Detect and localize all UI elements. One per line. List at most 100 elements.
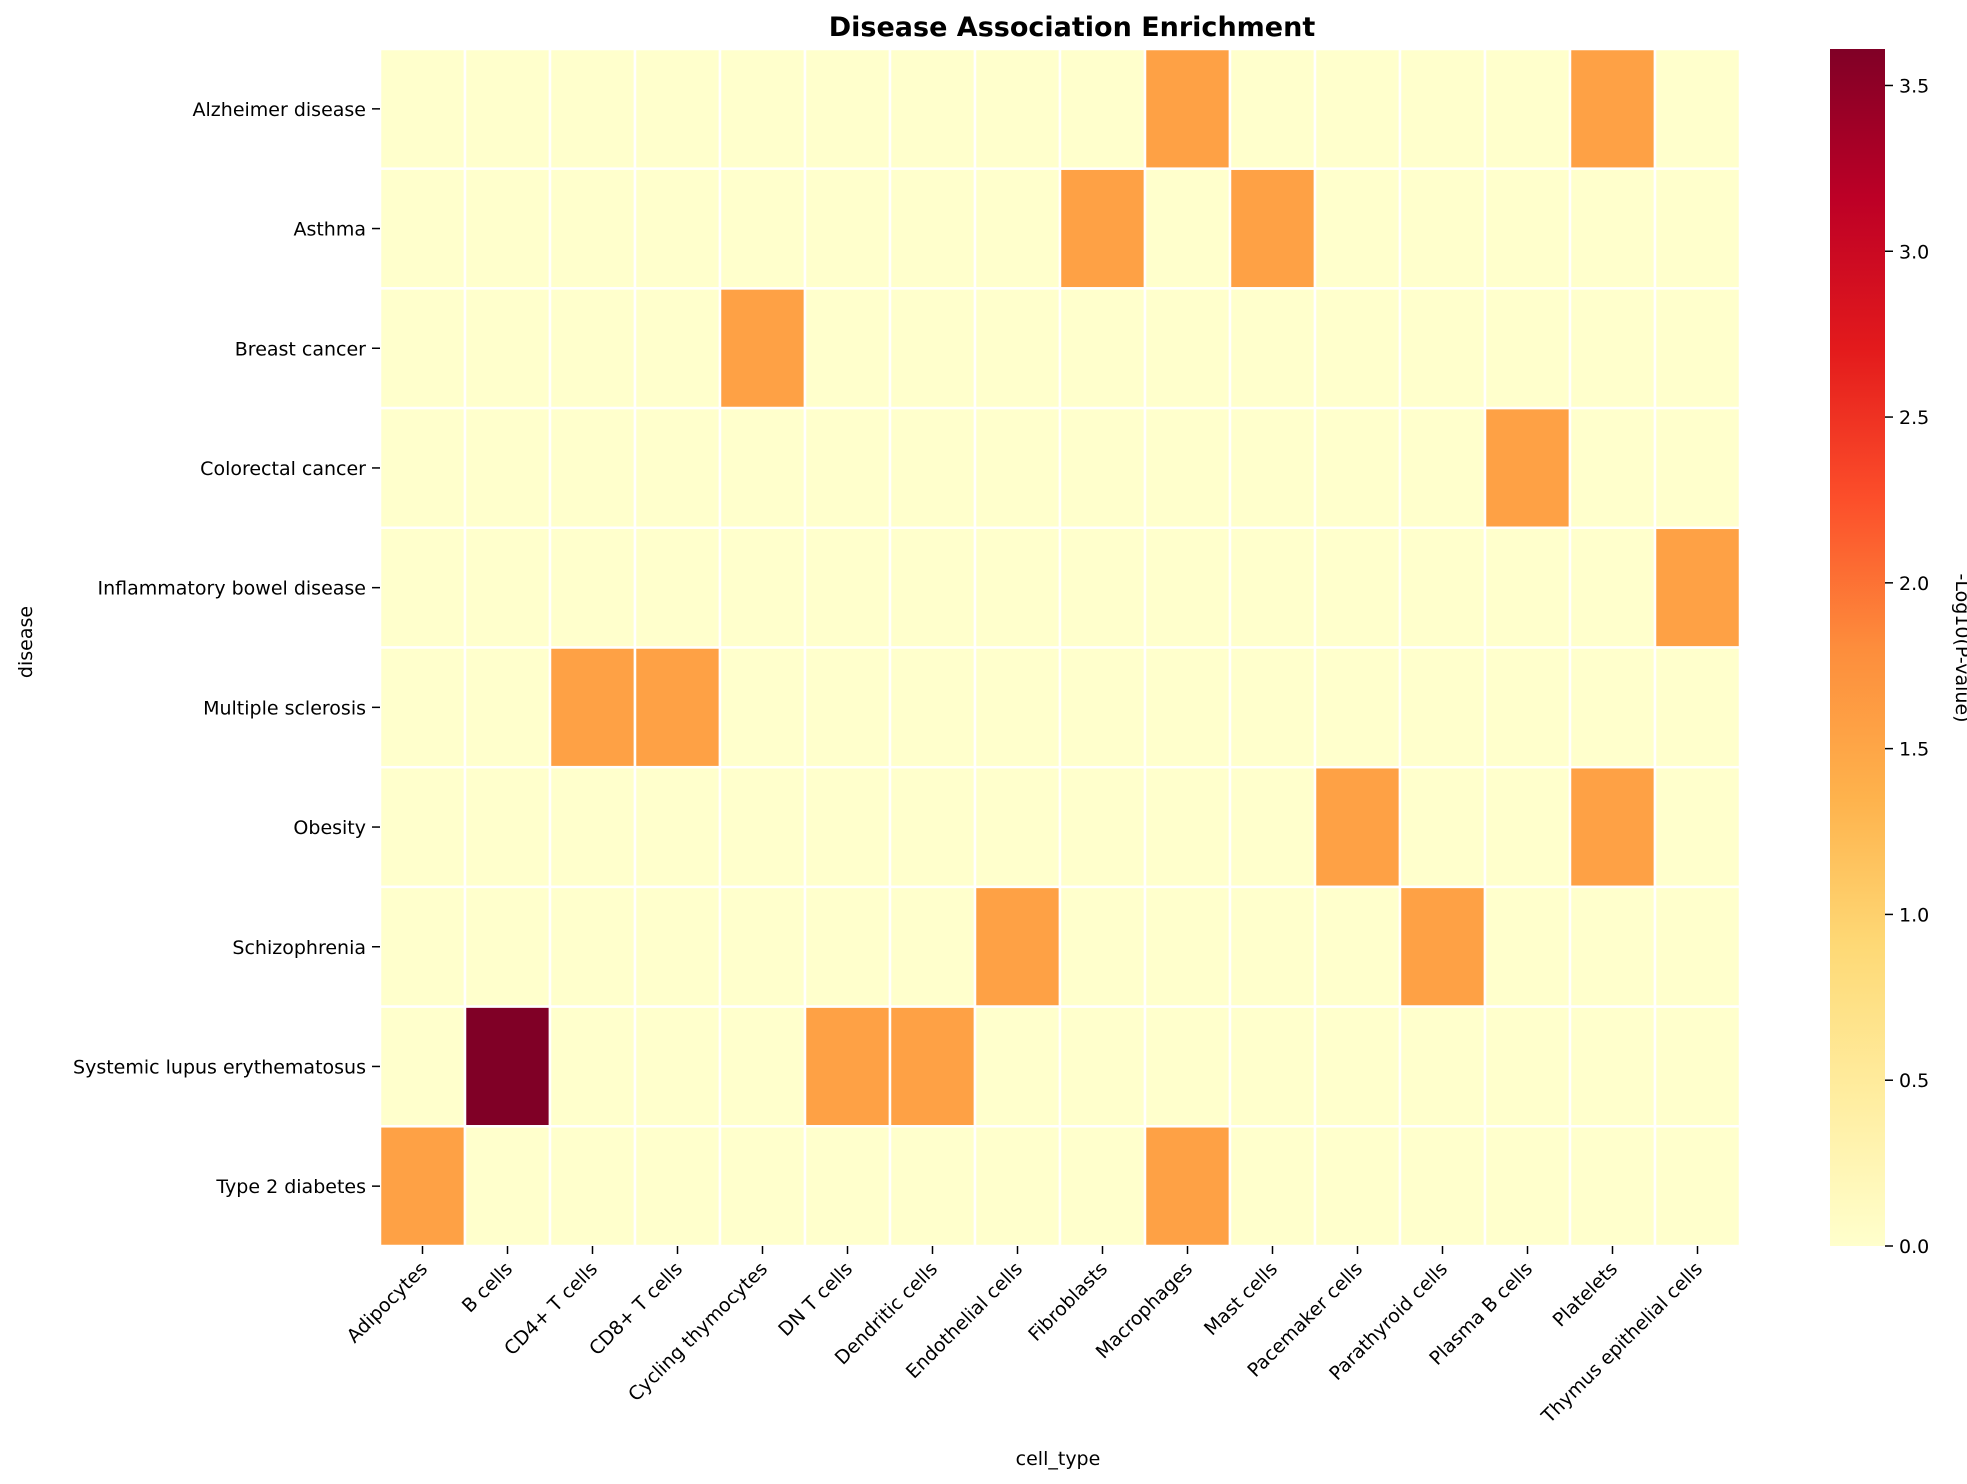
heatmap-cell — [1653, 646, 1742, 769]
x-tick-label: Mast cells — [1200, 1258, 1282, 1340]
heatmap-cell — [378, 646, 467, 769]
heatmap-cell — [378, 526, 467, 649]
heatmap-cell — [1398, 1125, 1487, 1248]
heatmap-cell — [1058, 526, 1147, 649]
heatmap-cell — [463, 1005, 552, 1128]
heatmap-cell — [633, 406, 722, 530]
heatmap-cell — [888, 646, 977, 769]
heatmap-cell — [548, 526, 637, 649]
heatmap-cell — [1398, 167, 1487, 290]
heatmap-cell — [973, 526, 1062, 649]
heatmap-cell — [803, 1005, 892, 1128]
heatmap-cell — [1568, 167, 1657, 290]
heatmap-cell — [1058, 885, 1147, 1008]
y-tick-label: Inflammatory bowel disease — [98, 578, 366, 600]
heatmap-cell — [973, 47, 1062, 170]
heatmap-cell — [1313, 646, 1402, 769]
heatmap-cell — [1313, 287, 1402, 410]
heatmap-cell — [1228, 646, 1317, 769]
heatmap-cell — [1483, 47, 1572, 170]
heatmap-cell — [718, 167, 807, 290]
heatmap-cell — [378, 47, 467, 170]
heatmap-cell — [378, 1005, 467, 1128]
heatmap-cell — [1058, 167, 1147, 290]
y-tick-label: Systemic lupus erythematosus — [73, 1056, 366, 1078]
heatmap-cell — [803, 885, 892, 1008]
heatmap-cell — [633, 1125, 722, 1248]
heatmap-cell — [1058, 287, 1147, 410]
heatmap-cell — [1398, 287, 1487, 410]
heatmap-cell — [1313, 885, 1402, 1008]
heatmap-cell — [718, 765, 807, 889]
x-axis-label: cell_type — [1016, 1448, 1101, 1470]
heatmap-cell — [973, 885, 1062, 1008]
heatmap-cell — [888, 526, 977, 649]
heatmap-cell — [633, 167, 722, 290]
heatmap-cell — [1143, 1125, 1232, 1248]
heatmap-cell — [1398, 765, 1487, 889]
y-axis-ticks: Alzheimer disease Asthma Breast cancer Colo… — [73, 99, 380, 1198]
heatmap-cell — [1058, 47, 1147, 170]
heatmap-cell — [1313, 1005, 1402, 1128]
heatmap-cell — [1228, 287, 1317, 410]
heatmap-cell — [1143, 765, 1232, 889]
heatmap-cell — [973, 1125, 1062, 1248]
heatmap-cell — [888, 1125, 977, 1248]
heatmap-cell — [633, 885, 722, 1008]
heatmap-cell — [803, 1125, 892, 1248]
heatmap-cell — [1483, 526, 1572, 649]
heatmap-cell — [463, 526, 552, 649]
heatmap-cell — [1653, 287, 1742, 410]
heatmap-cell — [548, 167, 637, 290]
chart-title: Disease Association Enrichment — [829, 12, 1316, 43]
y-tick-label: Multiple sclerosis — [203, 697, 366, 719]
heatmap-cell — [803, 287, 892, 410]
heatmap-cell — [378, 406, 467, 530]
heatmap-cell — [633, 765, 722, 889]
x-tick-label: Thymus epithelial cells — [1537, 1258, 1707, 1428]
heatmap-cell — [718, 526, 807, 649]
y-tick-label: Asthma — [293, 219, 366, 241]
y-tick-label: Colorectal cancer — [200, 458, 366, 480]
heatmap-cell — [633, 47, 722, 170]
colorbar-tick-label: 2.5 — [1899, 407, 1929, 429]
heatmap-cell — [1568, 406, 1657, 530]
heatmap-cell — [1313, 167, 1402, 290]
x-tick-label: B cells — [458, 1258, 517, 1317]
heatmap-cell — [1143, 1005, 1232, 1128]
heatmap-cell — [1568, 526, 1657, 649]
colorbar-tick-label: 3.0 — [1899, 241, 1929, 263]
heatmap-cell — [1143, 885, 1232, 1008]
heatmap-cell — [548, 646, 637, 769]
heatmap-cell — [463, 646, 552, 769]
x-tick-label: Fibroblasts — [1024, 1258, 1112, 1346]
heatmap-cell — [1653, 526, 1742, 649]
colorbar-gradient — [1830, 49, 1885, 1246]
heatmap-cell — [1568, 47, 1657, 170]
heatmap-cell — [378, 167, 467, 290]
heatmap-cell — [548, 765, 637, 889]
heatmap-cell — [973, 287, 1062, 410]
heatmap-cell — [633, 287, 722, 410]
heatmap-cell — [1228, 47, 1317, 170]
heatmap-cell — [1228, 885, 1317, 1008]
heatmap-cell — [803, 47, 892, 170]
heatmap-cell — [548, 1125, 637, 1248]
heatmap-cell — [718, 1125, 807, 1248]
heatmap-cell — [378, 287, 467, 410]
heatmap-cell — [1568, 1125, 1657, 1248]
heatmap-cell — [1653, 1005, 1742, 1128]
colorbar-tick-label: 1.5 — [1899, 739, 1929, 761]
heatmap-cell — [1568, 765, 1657, 889]
heatmap-cell — [888, 765, 977, 889]
heatmap-cell — [463, 406, 552, 530]
heatmap-cell — [973, 646, 1062, 769]
heatmap-cell — [1058, 765, 1147, 889]
heatmap-cell — [1398, 406, 1487, 530]
heatmap-cell — [548, 47, 637, 170]
heatmap-cell — [378, 885, 467, 1008]
heatmap-cell — [803, 526, 892, 649]
colorbar-tick-label: 0.5 — [1899, 1070, 1929, 1092]
y-tick-label: Obesity — [293, 817, 366, 839]
